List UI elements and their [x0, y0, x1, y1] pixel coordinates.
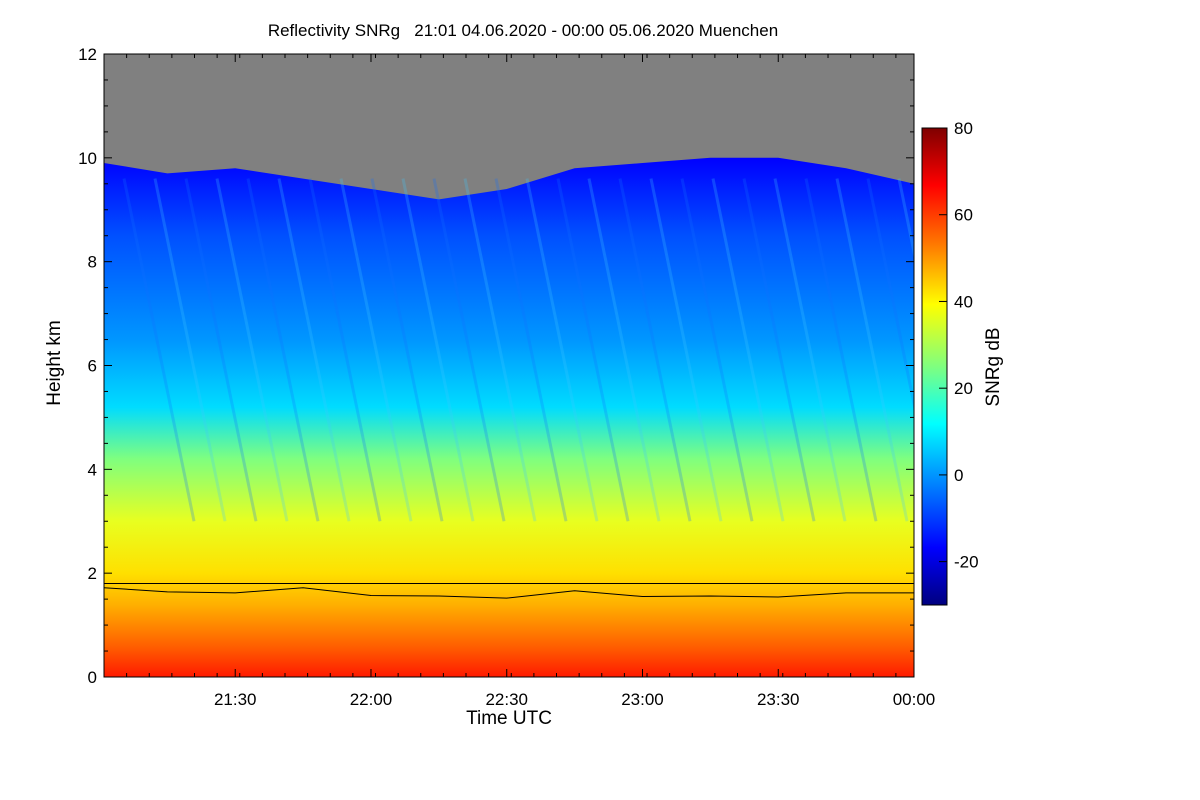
y-axis-label: Height km [44, 320, 65, 406]
x-axis-label: Time UTC [466, 708, 552, 729]
y-tick-label: 6 [88, 357, 97, 376]
colorbar-tick-label: 60 [954, 206, 973, 225]
y-axis: 0 2 4 6 8 10 12 [78, 45, 914, 687]
y-tick-label: 10 [78, 149, 97, 168]
x-tick-label: 23:30 [757, 690, 800, 709]
y-tick-label: 4 [88, 460, 97, 479]
boundary-layer-line [104, 587, 914, 599]
y-tick-label: 0 [88, 668, 97, 687]
x-tick-label: 22:30 [485, 690, 528, 709]
x-tick-label: 21:30 [214, 690, 257, 709]
colorbar-ticks: 80 60 40 20 0 -20 [939, 119, 979, 572]
colorbar-tick-label: 20 [954, 379, 973, 398]
colorbar-tick-label: 40 [954, 292, 973, 311]
colorbar-label: SNRg dB [983, 327, 1004, 407]
reflectivity-field [104, 157, 914, 677]
x-axis: 21:30 22:00 22:30 23:00 23:30 00:00 [103, 54, 936, 709]
y-tick-label: 2 [88, 564, 97, 583]
colorbar-tick-label: 80 [954, 119, 973, 138]
colorbar-tick-label: -20 [954, 553, 979, 572]
x-tick-label: 22:00 [350, 690, 393, 709]
x-tick-label: 00:00 [893, 690, 936, 709]
y-tick-label: 12 [78, 45, 97, 64]
colorbar [921, 127, 948, 606]
y-tick-label: 8 [88, 253, 97, 272]
colorbar-tick-label: 0 [954, 466, 963, 485]
chart-title: Reflectivity SNRg 21:01 04.06.2020 - 00:… [267, 21, 779, 40]
fall-streaks [122, 178, 914, 522]
x-tick-label: 23:00 [621, 690, 664, 709]
